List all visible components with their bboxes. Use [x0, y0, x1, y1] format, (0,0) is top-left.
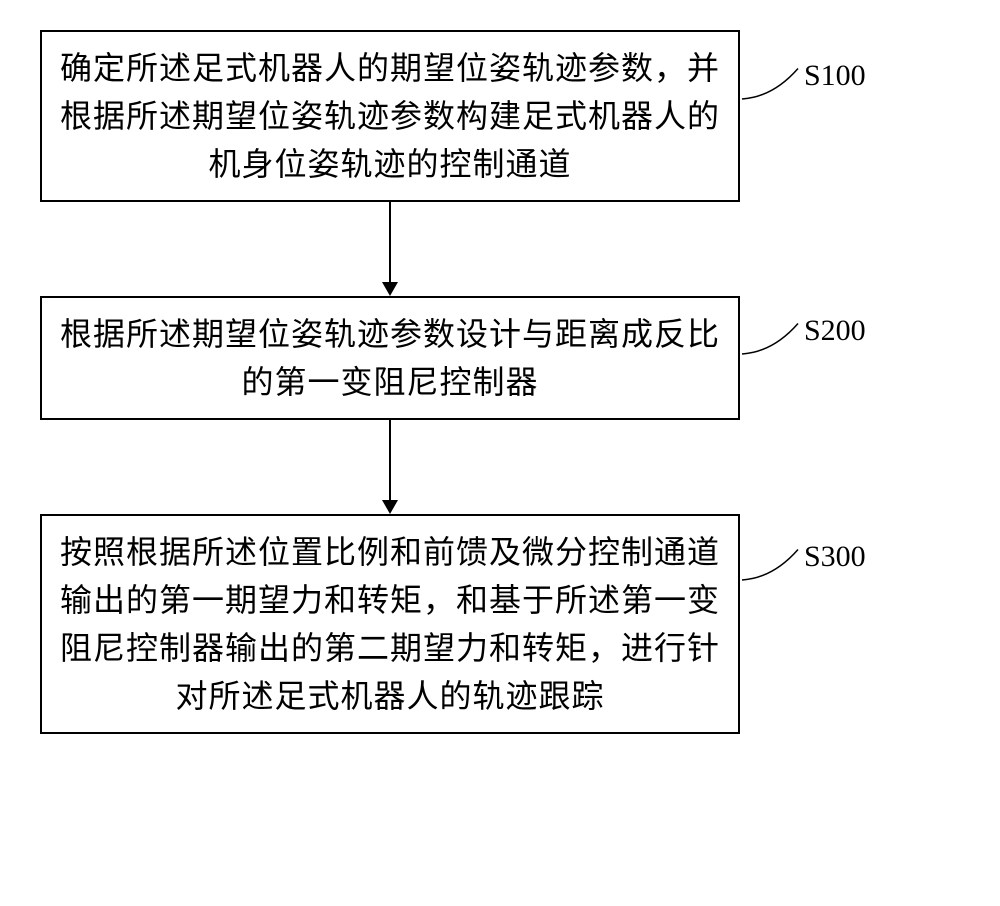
node-text: 按照根据所述位置比例和前馈及微分控制通道输出的第一期望力和转矩，和基于所述第一变… — [60, 528, 720, 720]
node-box: 按照根据所述位置比例和前馈及微分控制通道输出的第一期望力和转矩，和基于所述第一变… — [40, 514, 740, 734]
node-text: 根据所述期望位姿轨迹参数设计与距离成反比的第一变阻尼控制器 — [60, 310, 720, 406]
flowchart-container: 确定所述足式机器人的期望位姿轨迹参数，并根据所述期望位姿轨迹参数构建足式机器人的… — [40, 30, 960, 734]
leader-curve — [740, 306, 800, 356]
flow-node-s200: 根据所述期望位姿轨迹参数设计与距离成反比的第一变阻尼控制器 S200 — [40, 296, 960, 420]
step-label-s100: S100 — [740, 51, 866, 101]
node-text: 确定所述足式机器人的期望位姿轨迹参数，并根据所述期望位姿轨迹参数构建足式机器人的… — [60, 44, 720, 188]
leader-curve — [740, 532, 800, 582]
step-label-text: S300 — [804, 540, 866, 574]
flow-node-s100: 确定所述足式机器人的期望位姿轨迹参数，并根据所述期望位姿轨迹参数构建足式机器人的… — [40, 30, 960, 202]
step-label-s300: S300 — [740, 532, 866, 582]
flow-node-s300: 按照根据所述位置比例和前馈及微分控制通道输出的第一期望力和转矩，和基于所述第一变… — [40, 514, 960, 734]
leader-curve — [740, 51, 800, 101]
step-label-text: S200 — [804, 314, 866, 348]
arrow-down-icon — [40, 420, 740, 514]
step-label-text: S100 — [804, 59, 866, 93]
node-box: 确定所述足式机器人的期望位姿轨迹参数，并根据所述期望位姿轨迹参数构建足式机器人的… — [40, 30, 740, 202]
step-label-s200: S200 — [740, 306, 866, 356]
arrow-down-icon — [40, 202, 740, 296]
node-box: 根据所述期望位姿轨迹参数设计与距离成反比的第一变阻尼控制器 — [40, 296, 740, 420]
